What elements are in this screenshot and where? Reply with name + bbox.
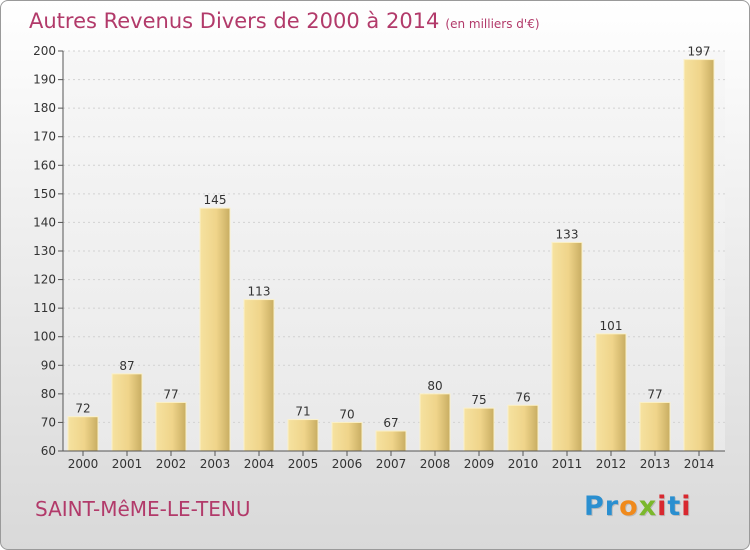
x-tick-label: 2004: [244, 457, 275, 471]
bar-value-label: 197: [688, 45, 711, 59]
bar: [595, 333, 627, 452]
logo-letter: r: [604, 491, 620, 522]
bar: [287, 419, 319, 452]
x-tick-label: 2014: [684, 457, 715, 471]
x-tick-label: 2000: [68, 457, 99, 471]
bar: [67, 416, 99, 452]
bar-value-label: 76: [515, 390, 530, 404]
x-tick-label: 2009: [464, 457, 495, 471]
bar-value-label: 70: [339, 407, 354, 421]
x-tick-label: 2010: [508, 457, 539, 471]
y-tick-label: 110: [33, 301, 56, 315]
x-tick-label: 2013: [640, 457, 671, 471]
x-tick-label: 2008: [420, 457, 451, 471]
y-tick-label: 140: [33, 215, 56, 229]
bar-value-label: 80: [427, 379, 442, 393]
bar: [507, 404, 539, 452]
bar: [199, 207, 231, 452]
x-tick-label: 2005: [288, 457, 319, 471]
y-tick-label: 70: [41, 415, 56, 429]
y-tick-label: 120: [33, 273, 56, 287]
y-tick-label: 160: [33, 158, 56, 172]
bar: [243, 299, 275, 452]
y-tick-label: 190: [33, 73, 56, 87]
bar: [155, 401, 187, 452]
bar-value-label: 72: [75, 402, 90, 416]
y-tick-label: 170: [33, 130, 56, 144]
bar: [111, 373, 143, 452]
chart-title-text: Autres Revenus Divers de 2000 à 2014: [29, 9, 440, 33]
bar: [463, 407, 495, 452]
y-tick-label: 80: [41, 387, 56, 401]
y-tick-label: 180: [33, 101, 56, 115]
x-tick-label: 2012: [596, 457, 627, 471]
y-tick-label: 200: [33, 44, 56, 58]
bar: [419, 393, 451, 452]
logo-letter: o: [619, 491, 639, 522]
bar-value-label: 77: [647, 387, 662, 401]
place-name: SAINT-MêME-LE-TENU: [35, 497, 251, 521]
bar: [551, 241, 583, 452]
logo-letter: i: [657, 491, 668, 522]
bar-value-label: 75: [471, 393, 486, 407]
chart-subtitle: (en milliers d'€): [445, 17, 540, 31]
x-tick-label: 2001: [112, 457, 143, 471]
bar: [331, 421, 363, 452]
bar-value-label: 145: [204, 193, 227, 207]
x-tick-label: 2007: [376, 457, 407, 471]
logo-letter: i: [681, 491, 692, 522]
x-tick-label: 2011: [552, 457, 583, 471]
y-tick-label: 60: [41, 444, 56, 458]
bar: [683, 59, 715, 452]
proxiti-logo: Proxiti: [584, 491, 692, 522]
bar: [375, 430, 407, 452]
x-axis: 2000 2001 2002 2003 2004 2005 2006 2007 2008 2009…: [63, 450, 725, 471]
y-tick-label: 100: [33, 330, 56, 344]
bar-value-label: 101: [600, 319, 623, 333]
y-tick-label: 90: [41, 358, 56, 372]
y-tick-label: 130: [33, 244, 56, 258]
y-axis: 60 70 80 90 100 110 120 130 140 150 160 170 180 190 20…: [33, 44, 64, 458]
logo-letter: x: [638, 491, 658, 522]
chart-title: Autres Revenus Divers de 2000 à 2014 (en …: [29, 9, 540, 33]
x-tick-label: 2003: [200, 457, 231, 471]
bar-value-label: 67: [383, 416, 398, 430]
bar-value-label: 71: [295, 405, 310, 419]
x-tick-label: 2002: [156, 457, 187, 471]
bars: 72 87 77 145 113 71 70 67 80 75 76 133 101 77 197: [67, 45, 715, 452]
y-tick-label: 150: [33, 187, 56, 201]
logo-letter: P: [584, 491, 605, 522]
bar: [639, 401, 671, 452]
logo-letter: t: [667, 491, 682, 522]
bar-value-label: 77: [163, 387, 178, 401]
x-tick-label: 2006: [332, 457, 363, 471]
bar-value-label: 113: [248, 285, 271, 299]
bar-value-label: 87: [119, 359, 134, 373]
bar-value-label: 133: [556, 227, 579, 241]
